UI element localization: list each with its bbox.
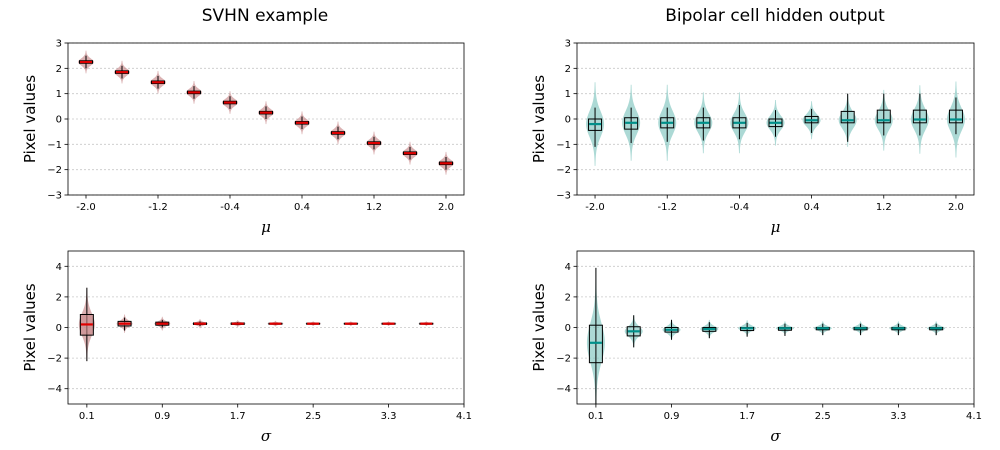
bottom-left-ytick-label: −4 — [47, 384, 62, 395]
top-right-box — [948, 109, 963, 124]
bottom-left-xaxis-label: σ — [261, 427, 272, 445]
bottom-left-xtick-label: 1.7 — [230, 411, 246, 422]
bottom-right-ytick-label: 4 — [565, 262, 571, 273]
bottom-left-xtick-label: 3.3 — [381, 411, 397, 422]
top-left-ytick-label: 0 — [56, 115, 62, 126]
top-left-xaxis-label: μ — [261, 218, 271, 236]
top-left-panel: −3 −2 −1 0 1 2 3 -2.0 -1.2 -0.4 0.4 1.2 2.0 μ Pixel va… — [21, 39, 465, 236]
top-right-xaxis-label: μ — [771, 218, 781, 236]
bottom-right-ytick-label: 2 — [565, 292, 571, 303]
top-right-ytick-label: −3 — [556, 191, 571, 202]
bottom-right-xtick-label: 0.1 — [588, 411, 604, 422]
top-right-xtick-label: -0.4 — [730, 202, 750, 213]
bottom-right-box — [626, 326, 641, 337]
top-left-marks — [78, 50, 454, 175]
top-right-ytick-label: 0 — [565, 115, 571, 126]
top-right-ytick-label: −2 — [556, 165, 571, 176]
bottom-left-ytick-label: 0 — [56, 323, 62, 334]
top-right-box — [768, 118, 783, 128]
bottom-left-xtick-label: 2.5 — [305, 411, 321, 422]
bottom-left-yaxis-label: Pixel values — [21, 283, 39, 371]
top-right-ytick-label: 1 — [565, 89, 571, 100]
bottom-right-xaxis-label: σ — [770, 427, 781, 445]
top-left-ytick-label: −3 — [47, 191, 62, 202]
bottom-right-marks — [586, 267, 946, 404]
top-right-xtick-label: 1.2 — [876, 202, 892, 213]
bottom-right-xtick-label: 0.9 — [664, 411, 680, 422]
top-right-box — [840, 110, 855, 124]
bottom-right-panel: −4 −2 0 2 4 0.1 0.9 1.7 2.5 3.3 4.1 σ Pixel values — [530, 250, 982, 445]
bottom-left-panel: −4 −2 0 2 4 0.1 0.9 1.7 2.5 3.3 4.1 σ Pixel values — [21, 250, 472, 445]
top-right-ytick-label: −1 — [556, 140, 571, 151]
bottom-right-yaxis-label: Pixel values — [530, 283, 548, 371]
top-left-ytick-label: −2 — [47, 165, 62, 176]
bottom-right-box — [588, 324, 603, 364]
bottom-left-ytick-label: 2 — [56, 292, 62, 303]
top-left-ytick-label: −1 — [47, 140, 62, 151]
bottom-right-ytick-label: −4 — [556, 384, 571, 395]
top-left-xtick-label: 0.4 — [294, 202, 310, 213]
top-right-box — [696, 117, 711, 129]
top-left-xtick-label: -2.0 — [76, 202, 96, 213]
top-right-box — [876, 109, 891, 124]
bottom-left-xtick-label: 4.1 — [456, 411, 472, 422]
bottom-right-xtick-label: 1.7 — [739, 411, 755, 422]
top-right-panel: −3 −2 −1 0 1 2 3 -2.0 -1.2 -0.4 0.4 1.2 2.0 μ Pixel va… — [530, 39, 975, 236]
top-left-ytick-label: 3 — [56, 39, 62, 50]
bottom-left-ytick-label: −2 — [47, 354, 62, 365]
top-right-box — [912, 109, 927, 124]
top-right-box — [732, 117, 747, 129]
top-left-ytick-label: 1 — [56, 89, 62, 100]
bottom-right-box — [702, 327, 717, 332]
top-right-yaxis-label: Pixel values — [530, 75, 548, 163]
top-right-xtick-label: -1.2 — [657, 202, 677, 213]
top-left-ytick-label: 2 — [56, 64, 62, 75]
left-column-title: SVHN example — [201, 6, 329, 26]
top-right-ytick-label: 2 — [565, 64, 571, 75]
top-left-xtick-label: 1.2 — [366, 202, 382, 213]
bottom-left-xtick-label: 0.1 — [79, 411, 95, 422]
bottom-right-ytick-label: −2 — [556, 354, 571, 365]
top-left-yaxis-label: Pixel values — [21, 75, 39, 163]
bottom-right-xtick-label: 4.1 — [966, 411, 982, 422]
bottom-right-ytick-label: 0 — [565, 323, 571, 334]
top-left-xtick-label: 2.0 — [438, 202, 454, 213]
bottom-left-marks — [78, 287, 435, 362]
top-right-xtick-label: 2.0 — [948, 202, 964, 213]
top-right-ytick-label: 3 — [565, 39, 571, 50]
top-right-box — [804, 115, 819, 124]
top-right-box — [660, 117, 675, 129]
bottom-right-xtick-label: 2.5 — [815, 411, 831, 422]
bottom-right-box — [664, 327, 679, 333]
right-column-title: Bipolar cell hidden output — [665, 6, 885, 26]
top-right-box — [588, 118, 603, 131]
top-right-box — [624, 117, 639, 130]
top-right-marks — [586, 81, 965, 166]
bottom-right-xtick-label: 3.3 — [890, 411, 906, 422]
bottom-left-ytick-label: 4 — [56, 262, 62, 273]
top-right-xtick-label: -2.0 — [585, 202, 605, 213]
top-left-xtick-label: -1.2 — [148, 202, 168, 213]
bottom-left-xtick-label: 0.9 — [154, 411, 170, 422]
top-right-xtick-label: 0.4 — [804, 202, 820, 213]
top-left-xtick-label: -0.4 — [220, 202, 240, 213]
